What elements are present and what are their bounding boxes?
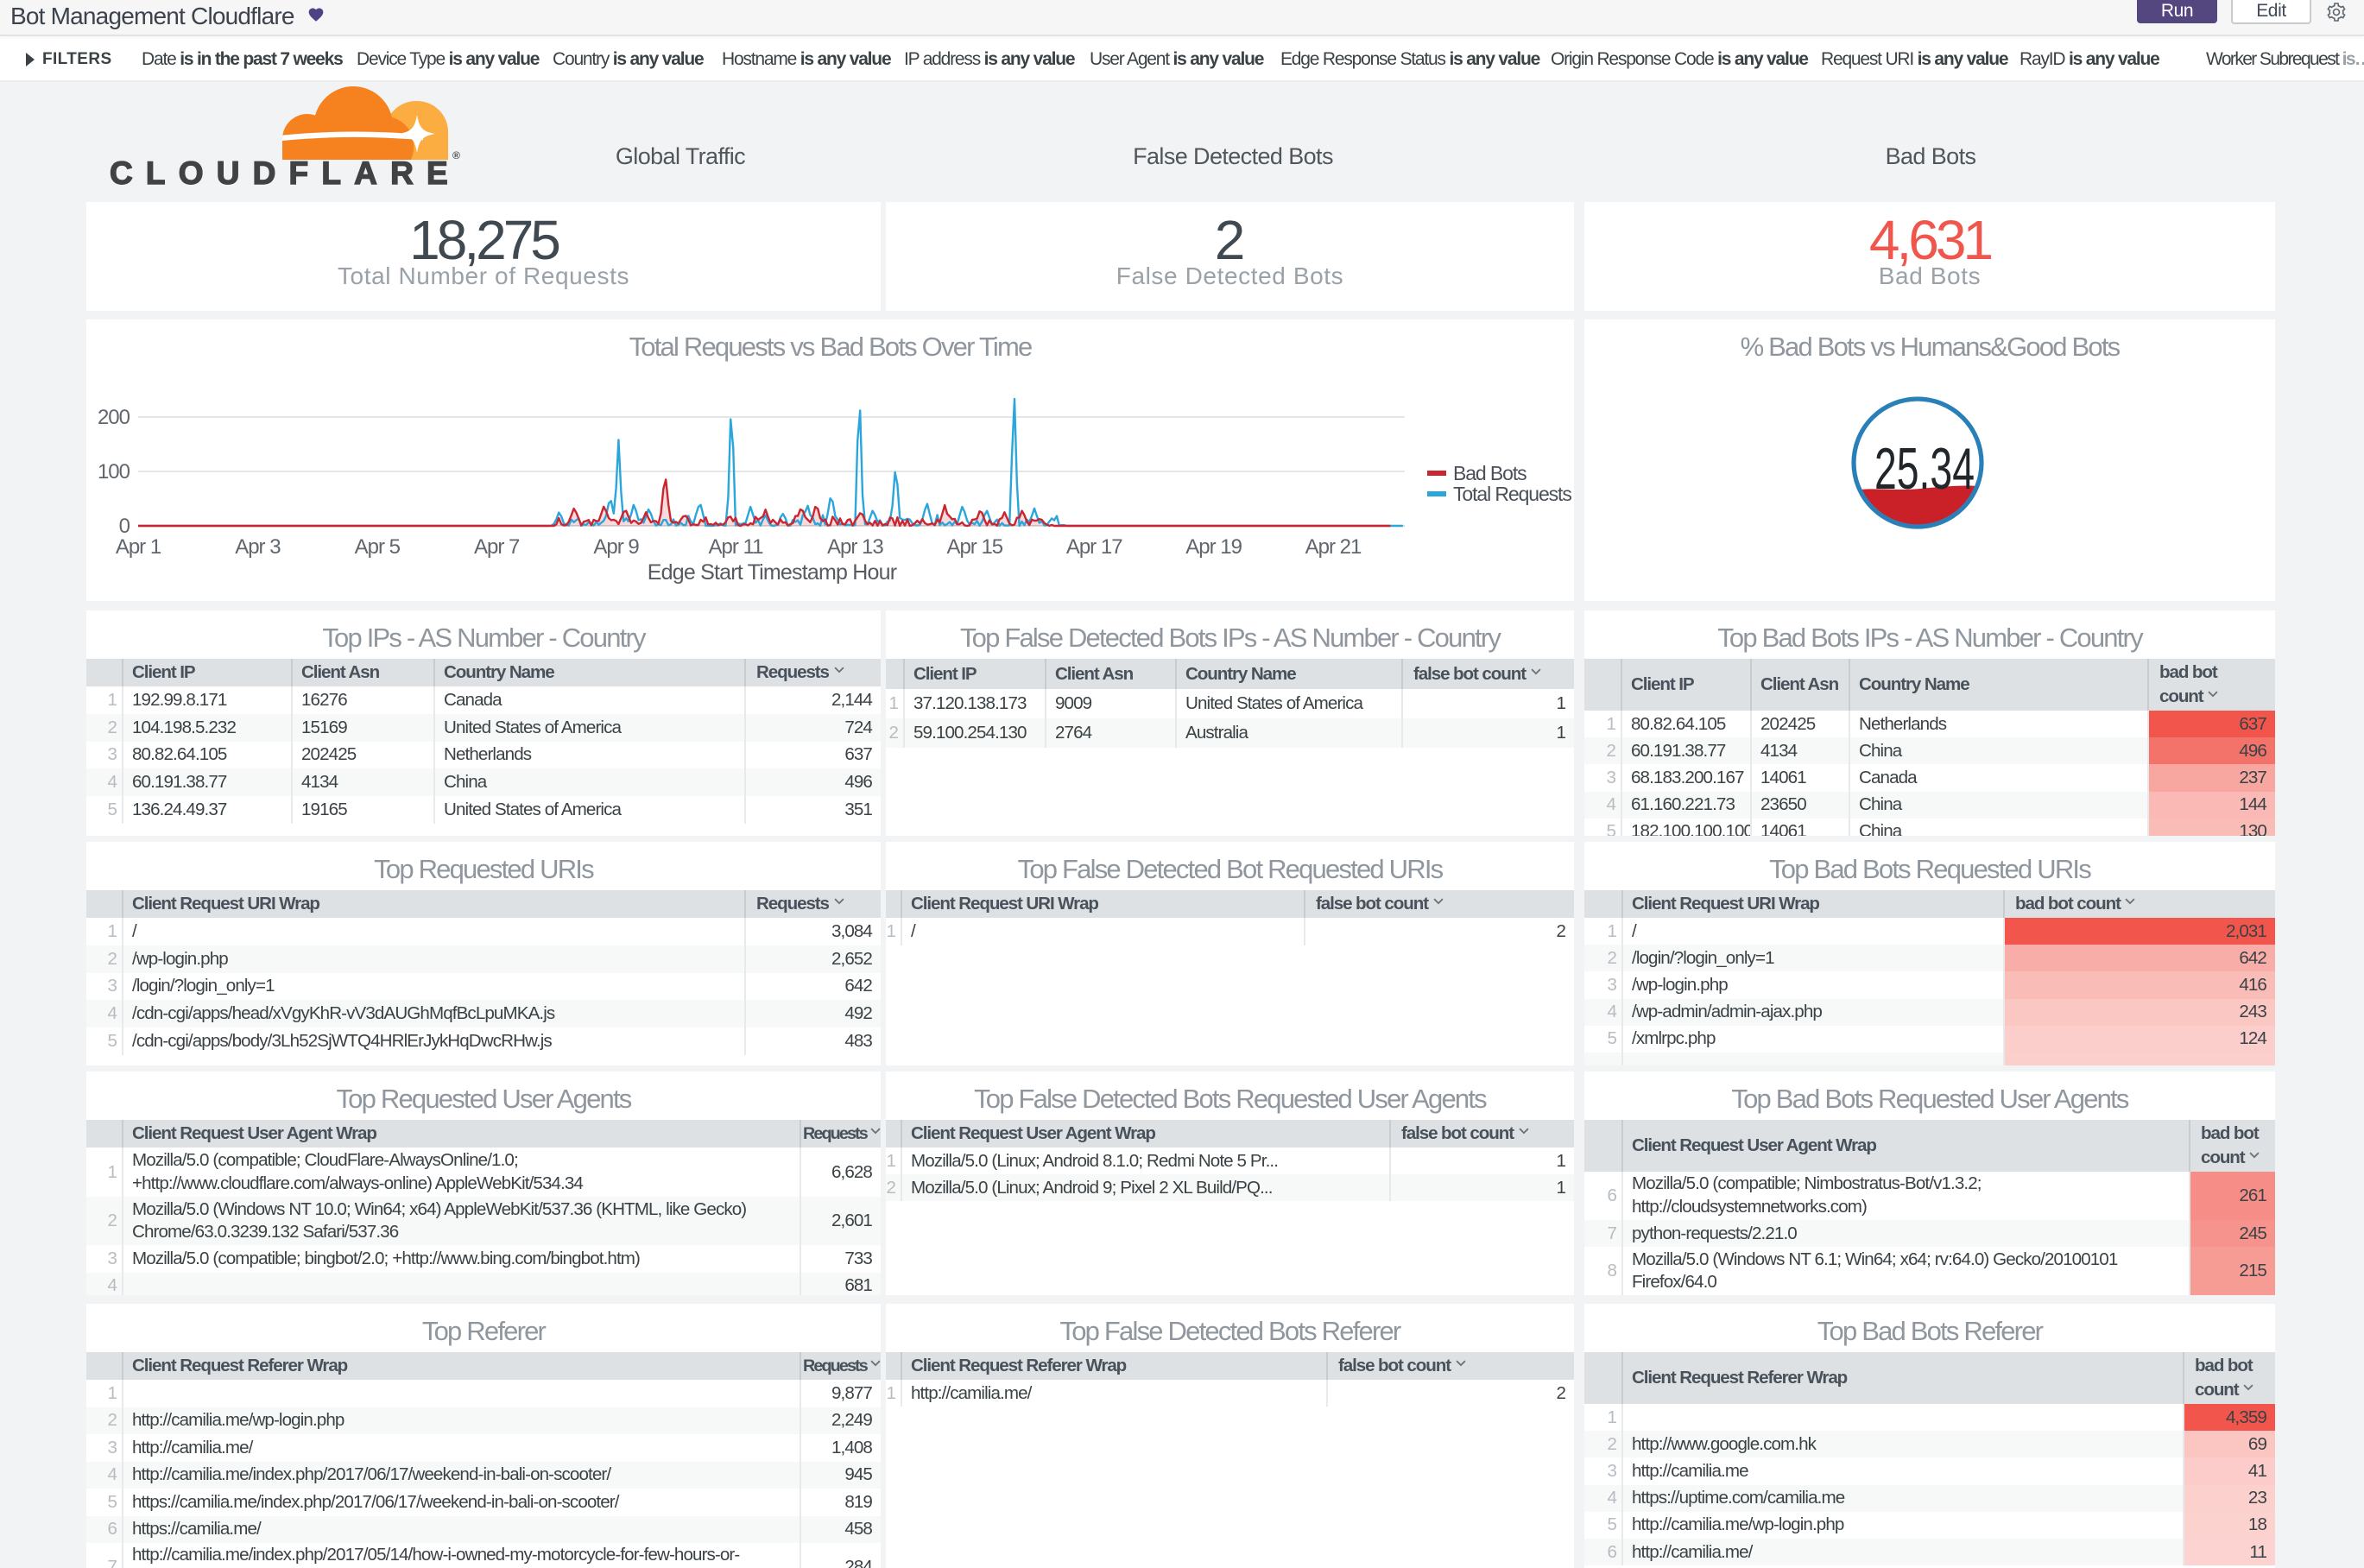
svg-text:®: ® <box>452 149 460 161</box>
svg-text:200: 200 <box>98 406 130 429</box>
svg-text:Total Requests: Total Requests <box>1453 483 1571 505</box>
svg-text:100: 100 <box>98 460 130 484</box>
svg-text:Apr 9: Apr 9 <box>593 535 639 559</box>
svg-text:Apr 1: Apr 1 <box>116 535 161 559</box>
svg-text:Edge Start Timestamp Hour: Edge Start Timestamp Hour <box>648 560 897 585</box>
svg-text:Apr 7: Apr 7 <box>474 535 520 559</box>
svg-text:Apr 11: Apr 11 <box>709 535 764 559</box>
svg-text:Apr 17: Apr 17 <box>1066 535 1122 559</box>
svg-text:CLOUDFLARE: CLOUDFLARE <box>110 155 461 191</box>
svg-text:Apr 15: Apr 15 <box>946 535 1002 559</box>
svg-text:0: 0 <box>119 515 130 538</box>
svg-text:Apr 19: Apr 19 <box>1185 535 1242 559</box>
svg-text:Apr 5: Apr 5 <box>355 535 401 559</box>
svg-text:Apr 13: Apr 13 <box>827 535 883 559</box>
svg-text:Apr 21: Apr 21 <box>1305 535 1362 559</box>
svg-text:25.34: 25.34 <box>1874 436 1975 502</box>
svg-text:Apr 3: Apr 3 <box>235 535 281 559</box>
svg-text:Bad Bots: Bad Bots <box>1453 462 1526 484</box>
